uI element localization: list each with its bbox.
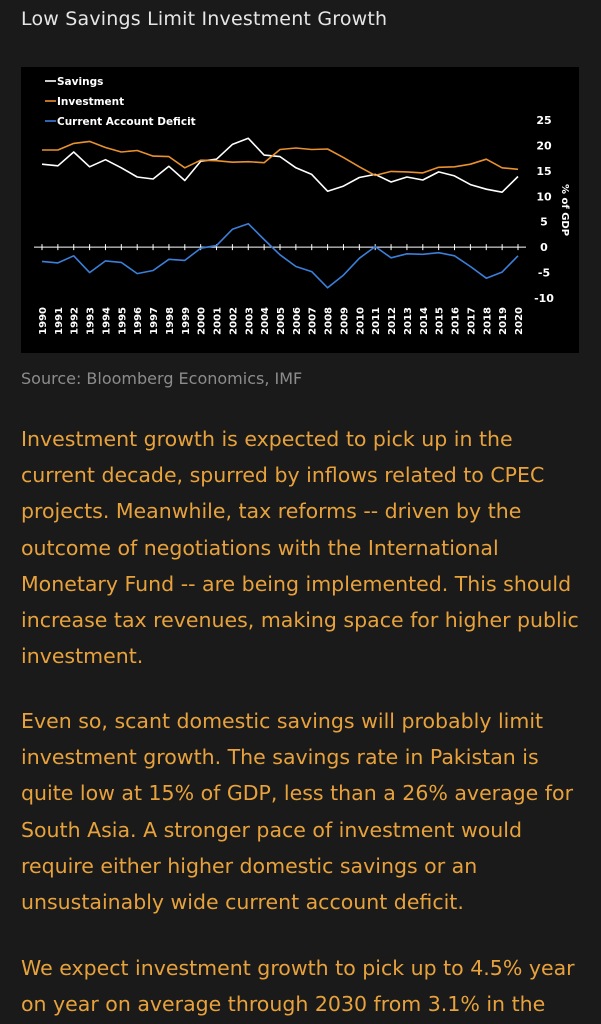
x-tick-label: 2020 (514, 307, 525, 335)
x-tick-label: 1997 (149, 307, 160, 335)
y-tick-label: 25 (536, 114, 551, 127)
y-tick-label: 0 (540, 241, 548, 254)
x-tick-label: 1996 (133, 307, 144, 335)
y-tick-label: 10 (536, 190, 552, 203)
y-tick-label: 5 (540, 216, 548, 229)
chart-title: Low Savings Limit Investment Growth (21, 8, 388, 30)
x-tick-label: 2005 (276, 307, 287, 335)
x-tick-label: 2004 (260, 307, 271, 335)
series-line-investment (42, 140, 519, 177)
y-tick-label: 15 (536, 165, 551, 178)
legend-label: Investment (57, 96, 124, 108)
legend-label: Savings (57, 76, 103, 88)
x-tick-label: 2016 (451, 307, 462, 335)
x-tick-label: 1994 (102, 307, 113, 335)
y-tick-label: -10 (534, 292, 554, 305)
x-tick-label: 2000 (197, 307, 208, 335)
source-note: Source: Bloomberg Economics, IMF (21, 369, 303, 388)
x-tick-label: 2015 (435, 307, 446, 335)
x-tick-label: 2019 (498, 307, 509, 335)
paragraph-3: We expect investment growth to pick up t… (21, 956, 575, 1017)
y-axis-label: % of GDP (559, 184, 570, 236)
x-tick-label: 1993 (86, 307, 97, 335)
x-tick-label: 2010 (355, 307, 366, 335)
x-tick-label: 1992 (70, 307, 81, 335)
x-tick-label: 2011 (371, 307, 382, 335)
x-tick-label: 2018 (482, 307, 493, 335)
x-tick-label: 2013 (403, 307, 414, 335)
x-tick-label: 2009 (340, 307, 351, 335)
x-tick-label: 2017 (466, 307, 477, 335)
chart: 25 20 15 10 5 0 -5 -10% of GDP 1990 1991 1992 1993 1… (21, 67, 579, 353)
y-tick-label: -5 (538, 267, 550, 280)
series-line-savings (41, 137, 519, 193)
paragraph-2: Even so, scant domestic savings will pro… (21, 709, 573, 915)
x-tick-label: 2002 (228, 307, 239, 335)
series-line-current-account-deficit (41, 222, 519, 289)
x-tick-label: 1990 (38, 307, 49, 335)
x-tick-label: 2006 (292, 307, 303, 335)
legend-label: Current Account Deficit (57, 116, 196, 128)
x-tick-label: 2012 (387, 307, 398, 335)
x-tick-label: 2008 (324, 307, 335, 335)
x-tick-label: 2014 (419, 307, 430, 335)
x-tick-label: 2001 (213, 307, 224, 335)
x-tick-label: 1998 (165, 307, 176, 335)
x-tick-label: 1991 (54, 307, 65, 335)
x-tick-label: 1995 (117, 307, 128, 335)
x-tick-label: 2007 (308, 307, 319, 335)
y-tick-label: 20 (536, 139, 552, 152)
x-tick-label: 1999 (181, 307, 192, 335)
x-tick-label: 2003 (244, 307, 255, 335)
paragraph-1: Investment growth is expected to pick up… (21, 427, 579, 669)
